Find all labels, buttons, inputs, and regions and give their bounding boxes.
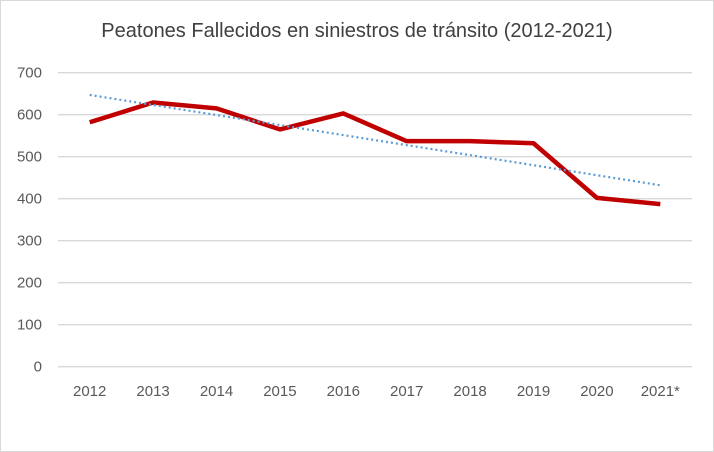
chart-title: Peatones Fallecidos en siniestros de trá…: [101, 20, 613, 42]
y-tick-label: 400: [17, 191, 42, 208]
x-tick-label: 2017: [390, 383, 423, 400]
y-tick-label: 700: [17, 65, 42, 82]
y-tick-label: 600: [17, 107, 42, 124]
x-tick-label: 2012: [73, 383, 106, 400]
x-tick-label: 2013: [136, 383, 169, 400]
y-tick-label: 100: [17, 317, 42, 334]
trendline: [89, 93, 661, 187]
y-tick-label: 200: [17, 275, 42, 292]
x-tick-label: 2019: [517, 383, 550, 400]
x-tick-label: 2014: [200, 383, 233, 400]
series-line: [89, 100, 661, 207]
x-tick-label: 2018: [453, 383, 486, 400]
y-tick-label: 500: [17, 149, 42, 166]
x-tick-label: 2016: [327, 383, 360, 400]
x-tick-label: 2020: [580, 383, 613, 400]
y-tick-label: 0: [34, 359, 42, 376]
x-tick-label: 2021*: [641, 383, 680, 400]
x-tick-label: 2015: [263, 383, 296, 400]
y-tick-label: 300: [17, 233, 42, 250]
